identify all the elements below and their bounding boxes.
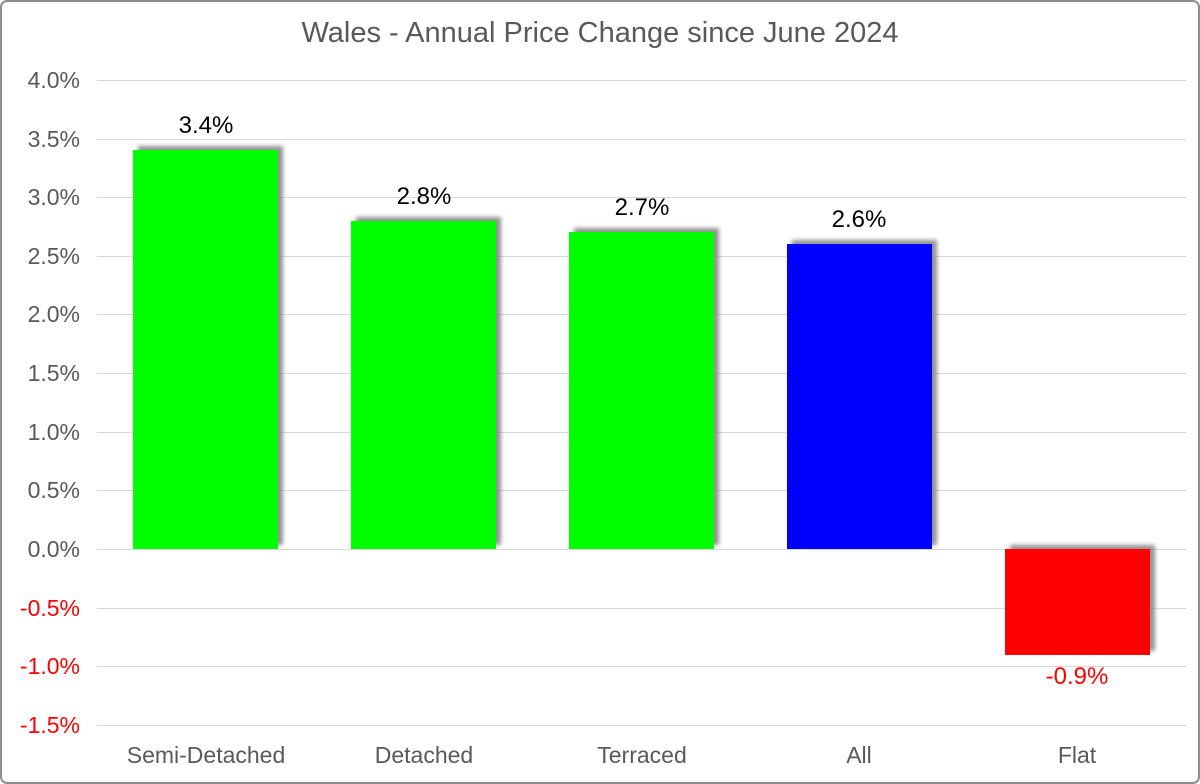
bar-semi-detached xyxy=(133,150,278,549)
y-axis-tick-label: 1.0% xyxy=(27,419,80,445)
y-axis-tick-label: 2.0% xyxy=(27,301,80,327)
x-axis-label-semi-detached: Semi-Detached xyxy=(126,742,286,768)
x-axis-label-detached: Detached xyxy=(374,742,474,768)
data-label-semi-detached: 3.4% xyxy=(178,112,234,139)
x-axis-label-flat: Flat xyxy=(1057,742,1097,768)
y-axis-tick-label: 3.5% xyxy=(27,126,80,152)
data-label-all: 2.6% xyxy=(831,206,887,233)
data-label-detached: 2.8% xyxy=(396,183,452,210)
bar-flat xyxy=(1005,549,1150,655)
x-axis-label-all: All xyxy=(846,742,872,768)
bar-detached xyxy=(351,221,496,549)
gridline xyxy=(97,549,1186,550)
y-axis-tick-label: 4.0% xyxy=(27,67,80,93)
y-axis-tick-label: -0.5% xyxy=(19,595,80,621)
gridline xyxy=(97,197,1186,198)
chart-title: Wales - Annual Price Change since June 2… xyxy=(301,17,899,49)
gridline xyxy=(97,725,1186,726)
gridline xyxy=(97,666,1186,667)
bar-terraced xyxy=(569,232,714,549)
y-axis-tick-label: 2.5% xyxy=(27,243,80,269)
x-axis-label-terraced: Terraced xyxy=(597,742,687,768)
gridline xyxy=(97,608,1186,609)
data-label-terraced: 2.7% xyxy=(614,194,670,221)
y-axis-tick-label: 0.5% xyxy=(27,477,80,503)
data-label-flat: -0.9% xyxy=(1045,663,1109,690)
bar-all xyxy=(787,244,932,549)
y-axis-tick-label: 3.0% xyxy=(27,184,80,210)
y-axis-tick-label: 1.5% xyxy=(27,360,80,386)
y-axis-tick-label: -1.0% xyxy=(19,653,80,679)
gridline xyxy=(97,80,1186,81)
gridline xyxy=(97,139,1186,140)
y-axis-tick-label: -1.5% xyxy=(19,712,80,738)
y-axis-tick-label: 0.0% xyxy=(27,536,80,562)
